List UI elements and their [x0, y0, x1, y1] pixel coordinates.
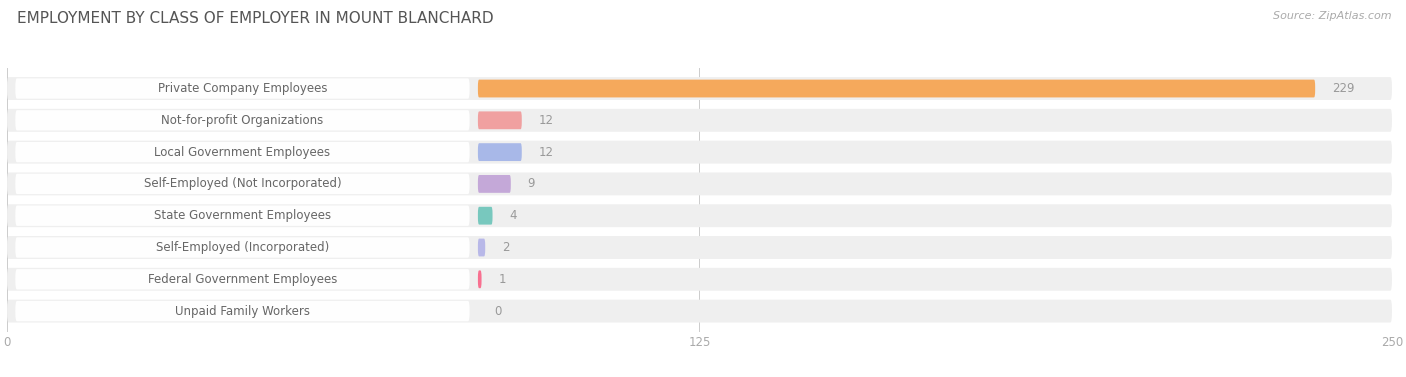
- Text: Self-Employed (Not Incorporated): Self-Employed (Not Incorporated): [143, 178, 342, 190]
- Text: 229: 229: [1331, 82, 1354, 95]
- Text: EMPLOYMENT BY CLASS OF EMPLOYER IN MOUNT BLANCHARD: EMPLOYMENT BY CLASS OF EMPLOYER IN MOUNT…: [17, 11, 494, 26]
- Text: 12: 12: [538, 146, 554, 159]
- Text: Private Company Employees: Private Company Employees: [157, 82, 328, 95]
- FancyBboxPatch shape: [478, 80, 1315, 97]
- FancyBboxPatch shape: [478, 143, 522, 161]
- Text: 2: 2: [502, 241, 509, 254]
- FancyBboxPatch shape: [478, 270, 482, 288]
- FancyBboxPatch shape: [478, 239, 485, 256]
- FancyBboxPatch shape: [478, 175, 510, 193]
- FancyBboxPatch shape: [15, 142, 470, 162]
- FancyBboxPatch shape: [478, 112, 522, 129]
- Text: 12: 12: [538, 114, 554, 127]
- Text: Self-Employed (Incorporated): Self-Employed (Incorporated): [156, 241, 329, 254]
- FancyBboxPatch shape: [15, 78, 470, 99]
- Text: Unpaid Family Workers: Unpaid Family Workers: [174, 305, 309, 317]
- Text: 4: 4: [509, 209, 516, 222]
- FancyBboxPatch shape: [7, 172, 1392, 195]
- FancyBboxPatch shape: [7, 236, 1392, 259]
- FancyBboxPatch shape: [15, 110, 470, 130]
- Text: State Government Employees: State Government Employees: [153, 209, 330, 222]
- FancyBboxPatch shape: [15, 205, 470, 226]
- FancyBboxPatch shape: [7, 77, 1392, 100]
- Text: Local Government Employees: Local Government Employees: [155, 146, 330, 159]
- FancyBboxPatch shape: [7, 268, 1392, 291]
- Text: Source: ZipAtlas.com: Source: ZipAtlas.com: [1274, 11, 1392, 21]
- FancyBboxPatch shape: [15, 301, 470, 321]
- Text: 1: 1: [498, 273, 506, 286]
- Text: 0: 0: [495, 305, 502, 317]
- FancyBboxPatch shape: [15, 238, 470, 257]
- FancyBboxPatch shape: [15, 269, 470, 290]
- FancyBboxPatch shape: [7, 109, 1392, 132]
- Text: Not-for-profit Organizations: Not-for-profit Organizations: [162, 114, 323, 127]
- Text: Federal Government Employees: Federal Government Employees: [148, 273, 337, 286]
- FancyBboxPatch shape: [7, 300, 1392, 323]
- FancyBboxPatch shape: [15, 174, 470, 194]
- FancyBboxPatch shape: [7, 141, 1392, 164]
- FancyBboxPatch shape: [478, 207, 492, 225]
- Text: 9: 9: [527, 178, 534, 190]
- FancyBboxPatch shape: [7, 204, 1392, 227]
